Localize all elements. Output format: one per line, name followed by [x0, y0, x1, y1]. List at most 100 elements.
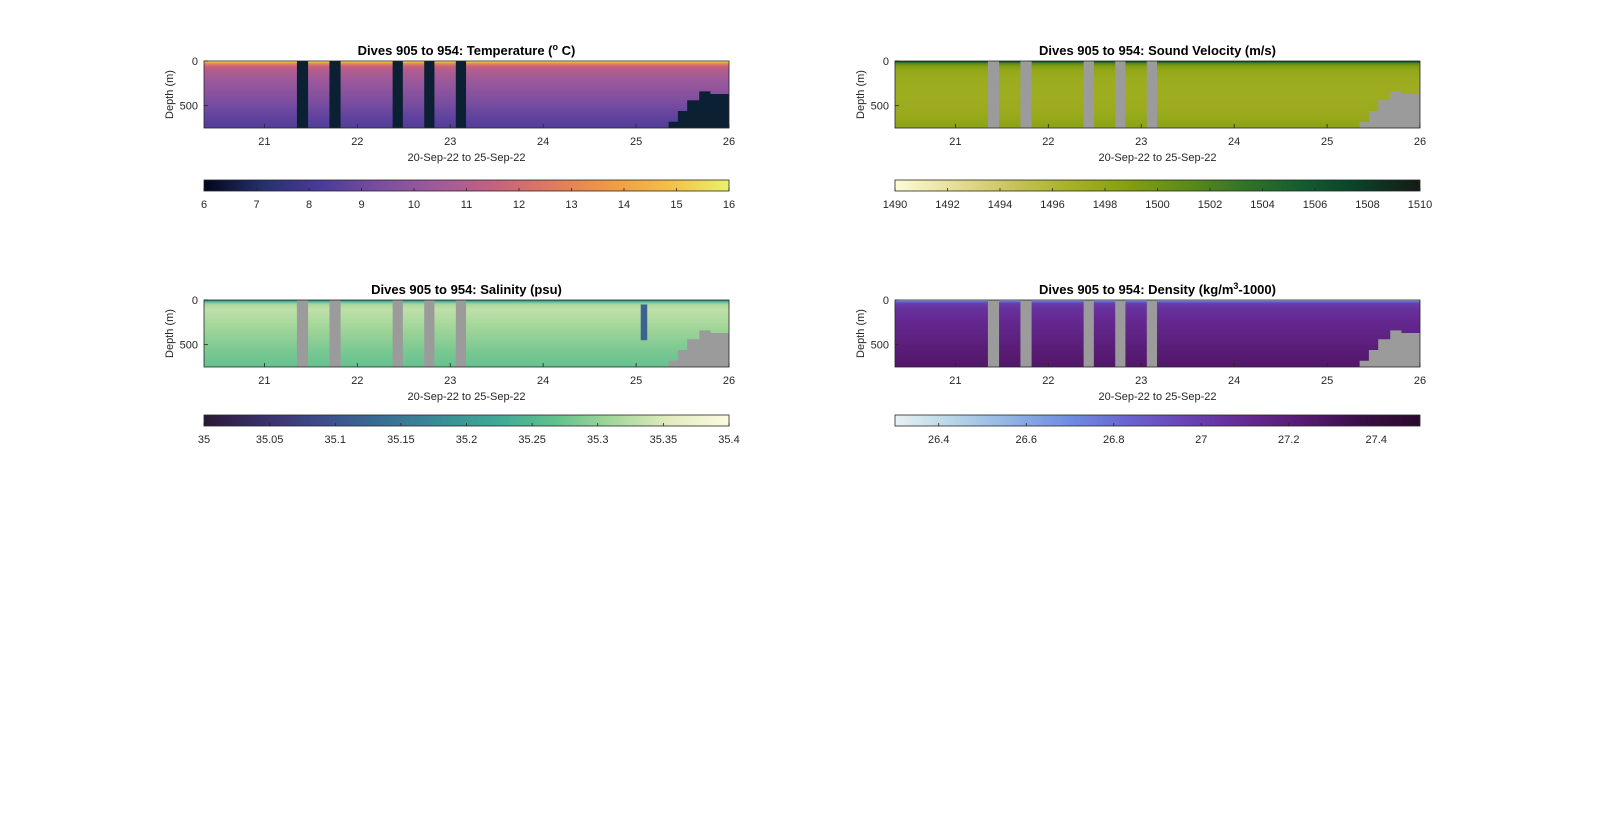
- colorbar-tick-label: 1510: [1408, 199, 1432, 211]
- heatmap-band: [204, 126, 729, 128]
- heatmap-surface-layer: [204, 61, 729, 63]
- heatmap-band: [204, 89, 729, 92]
- heatmap-band: [204, 82, 729, 86]
- heatmap-band: [895, 119, 1420, 122]
- heatmap-band: [895, 101, 1420, 104]
- heatmap-band: [895, 94, 1420, 97]
- heatmap-band: [895, 323, 1420, 326]
- heatmap-band: [204, 84, 729, 87]
- heatmap-band: [204, 96, 729, 99]
- heatmap-band: [895, 69, 1420, 72]
- heatmap-band: [204, 321, 729, 325]
- heatmap-band: [895, 89, 1420, 92]
- heatmap-band: [895, 348, 1420, 351]
- colorbar-tick-label: 1504: [1250, 199, 1274, 211]
- heatmap-band: [895, 325, 1420, 328]
- x-tick-label: 24: [1228, 136, 1240, 148]
- x-tick-label: 26: [1414, 136, 1426, 148]
- chart-title-superscript: o: [553, 42, 559, 52]
- heatmap-band: [895, 99, 1420, 102]
- heatmap-band: [895, 121, 1420, 124]
- heatmap-band: [204, 331, 729, 335]
- x-tick-label: 23: [1135, 136, 1147, 148]
- heatmap-band: [895, 301, 1420, 304]
- heatmap-band: [895, 126, 1420, 128]
- heatmap-band: [204, 62, 729, 65]
- heatmap-band: [204, 101, 729, 104]
- heatmap-band: [204, 76, 729, 79]
- data-gap: [1146, 61, 1158, 128]
- heatmap-band: [895, 76, 1420, 79]
- colorbar-tick-label: 35.15: [387, 434, 415, 446]
- heatmap-surface-layer: [895, 300, 1420, 302]
- heatmap-band: [204, 313, 729, 316]
- heatmap-band: [204, 61, 729, 64]
- heatmap-band: [204, 308, 729, 311]
- heatmap-band: [204, 325, 729, 328]
- colorbar-tick-label: 27.4: [1366, 434, 1387, 446]
- heatmap-band: [895, 84, 1420, 87]
- heatmap-band: [204, 301, 729, 304]
- heatmap-band: [895, 303, 1420, 306]
- heatmap-field: [204, 61, 729, 128]
- heatmap-band: [204, 119, 729, 122]
- colorbar-tick-label: 35.05: [256, 434, 284, 446]
- heatmap-band: [895, 86, 1420, 89]
- heatmap-band: [895, 114, 1420, 117]
- heatmap-band: [895, 67, 1420, 70]
- heatmap-band: [204, 338, 729, 341]
- heatmap-band: [204, 97, 729, 101]
- chart-title-end: -1000): [1238, 282, 1276, 297]
- heatmap-band: [204, 341, 729, 345]
- plot-frame: [894, 299, 1421, 368]
- colorbar-tick-label: 1500: [1145, 199, 1169, 211]
- heatmap-field: [895, 61, 1420, 128]
- chart-title-main: Dives 905 to 954: Density (kg/m: [1039, 282, 1233, 297]
- heatmap-band: [895, 346, 1420, 350]
- colorbar-tick-label: 1490: [883, 199, 907, 211]
- heatmap-band: [204, 86, 729, 89]
- heatmap-band: [895, 326, 1420, 330]
- x-axis-label: 20-Sep-22 to 25-Sep-22: [407, 152, 525, 164]
- heatmap-band: [204, 320, 729, 323]
- heatmap-band: [895, 310, 1420, 313]
- heatmap-band: [895, 106, 1420, 109]
- heatmap-band: [204, 117, 729, 121]
- chart-panel-4: 21 22 23 24 25 26 0 500 Depth (m) 20-Sep-22 to 25…: [855, 281, 1426, 446]
- colorbar-tick-label: 35.4: [718, 434, 739, 446]
- heatmap-field: [204, 300, 729, 367]
- x-tick-label: 26: [1414, 375, 1426, 387]
- colorbar-tick-label: 16: [723, 199, 735, 211]
- data-gap: [296, 61, 309, 128]
- chart-panel-3: 21 22 23 24 25 26 0 500 Depth (m) 20-Sep-22 to 25…: [164, 282, 740, 446]
- heatmap-band: [895, 104, 1420, 107]
- colorbar-tick-label: 35.2: [456, 434, 477, 446]
- x-tick-label: 21: [258, 375, 270, 387]
- heatmap-band: [895, 77, 1420, 81]
- heatmap-band: [204, 111, 729, 114]
- x-tick-label: 21: [258, 136, 270, 148]
- data-gap: [1115, 300, 1126, 367]
- heatmap-band: [895, 356, 1420, 360]
- heatmap-band: [204, 351, 729, 355]
- colorbar: [894, 414, 1421, 427]
- heatmap-band: [895, 358, 1420, 361]
- x-axis-label: 20-Sep-22 to 25-Sep-22: [1098, 152, 1216, 164]
- heatmap-band: [204, 303, 729, 306]
- heatmap-band: [895, 331, 1420, 335]
- heatmap-band: [895, 340, 1420, 343]
- heatmap-band: [895, 122, 1420, 126]
- y-axis-label: Depth (m): [855, 70, 867, 119]
- colorbar-tick-label: 9: [358, 199, 364, 211]
- heatmap-band: [204, 87, 729, 91]
- heatmap-band: [204, 326, 729, 330]
- heatmap-band: [895, 92, 1420, 96]
- heatmap-band: [204, 346, 729, 350]
- heatmap-band: [204, 64, 729, 67]
- heatmap-band: [204, 318, 729, 321]
- heatmap-band: [204, 358, 729, 361]
- heatmap-band: [895, 355, 1420, 358]
- x-tick-label: 25: [1321, 375, 1333, 387]
- x-tick-label: 22: [351, 375, 363, 387]
